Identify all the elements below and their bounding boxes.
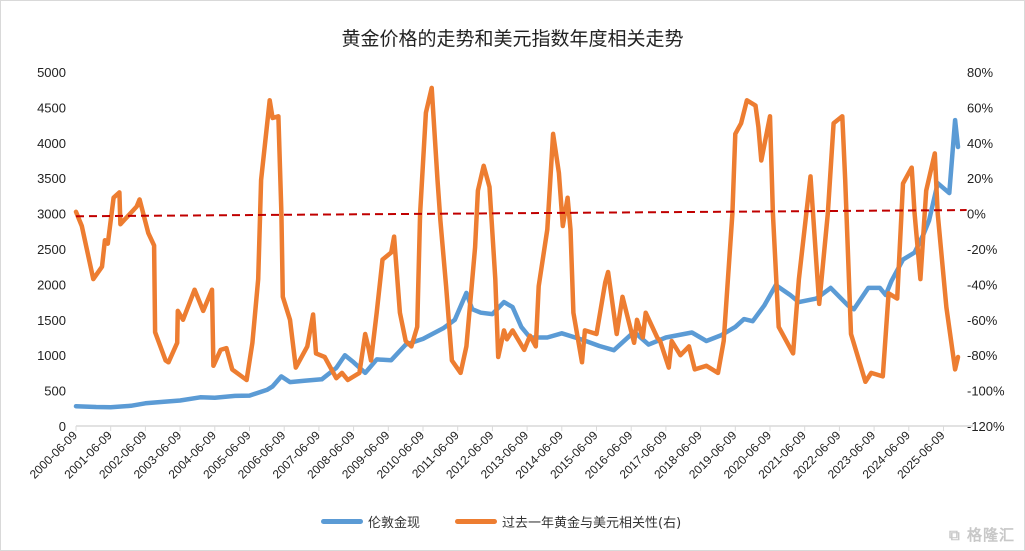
y-left-tick-label: 5000 xyxy=(37,65,66,80)
series-line-gold-price xyxy=(73,117,961,410)
y-right-tick-label: 0% xyxy=(967,207,986,222)
y-left-tick-label: 2000 xyxy=(37,277,66,292)
y-left-tick-label: 4500 xyxy=(37,100,66,115)
y-left-tick-label: 2500 xyxy=(37,242,66,257)
y-left-tick-label: 3500 xyxy=(37,171,66,186)
legend-label-gold: 伦敦金现 xyxy=(368,516,421,531)
y-left-tick-label: 3000 xyxy=(37,207,66,222)
y-right-tick-label: -40% xyxy=(967,277,998,292)
y-right-tick-label: -20% xyxy=(967,242,998,257)
y-right-tick-label: 60% xyxy=(967,100,993,115)
legend-item-gold: 伦敦金现 xyxy=(321,512,420,531)
y-right-tick-label: 20% xyxy=(967,171,993,186)
y-left-tick-label: 0 xyxy=(59,419,66,434)
legend-swatch-correlation xyxy=(455,519,497,524)
legend-label-correlation: 过去一年黄金与美元相关性(右) xyxy=(502,516,682,531)
legend-swatch-gold xyxy=(321,519,363,524)
watermark-logo: ⧉ 格隆汇 xyxy=(949,526,1015,544)
y-right-tick-label: 40% xyxy=(967,136,993,151)
y-right-tick-label: -120% xyxy=(967,419,1005,434)
y-right-tick-label: -80% xyxy=(967,348,998,363)
y-right-tick-label: 80% xyxy=(967,65,993,80)
y-right-tick-label: -100% xyxy=(967,384,1005,399)
trendline-dashed xyxy=(75,209,967,218)
chart-title: 黄金价格的走势和美元指数年度相关走势 xyxy=(341,28,684,50)
series-line-correlation xyxy=(73,85,961,385)
y-left-tick-label: 500 xyxy=(44,384,66,399)
y-left-tick-label: 1000 xyxy=(37,348,66,363)
legend-item-correlation: 过去一年黄金与美元相关性(右) xyxy=(455,512,681,531)
y-left-tick-label: 1500 xyxy=(37,313,66,328)
y-left-tick-label: 4000 xyxy=(37,136,66,151)
watermark-text: 格隆汇 xyxy=(966,526,1015,544)
y-right-tick-label: -60% xyxy=(967,313,998,328)
